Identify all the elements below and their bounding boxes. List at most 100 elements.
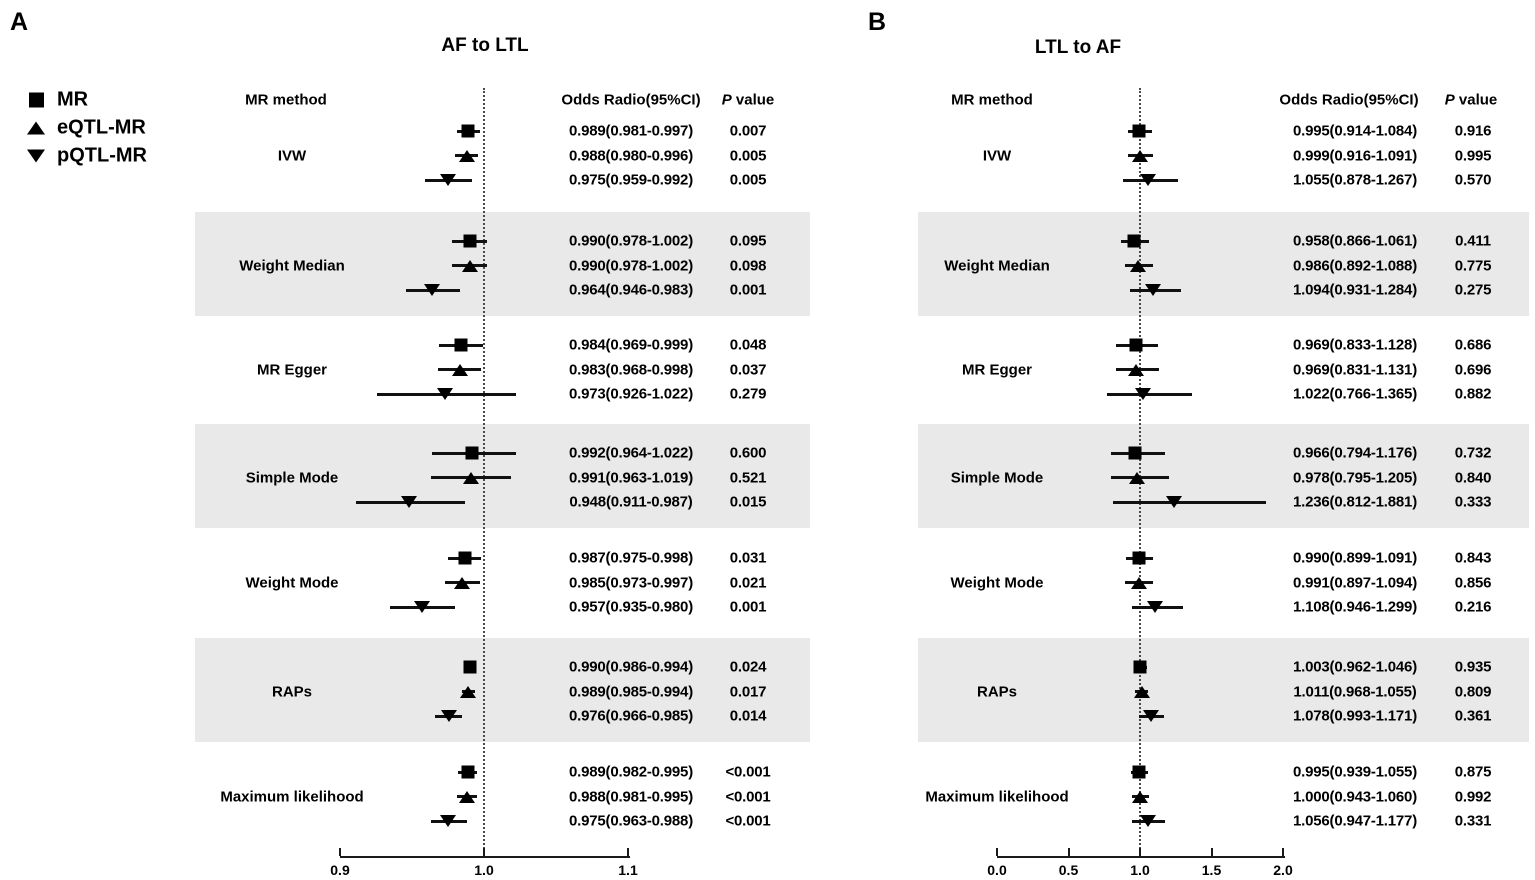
x-axis-line [997, 856, 1285, 858]
marker-square [1128, 446, 1142, 460]
p-value: 0.098 [729, 257, 767, 274]
p-value: 0.995 [1454, 147, 1492, 164]
p-value: 0.279 [729, 385, 767, 403]
shaded-band [195, 212, 810, 316]
p-value: 0.005 [729, 171, 767, 189]
or-value: 0.988(0.980-0.996) [569, 147, 693, 164]
or-value: 0.964(0.946-0.983) [569, 281, 693, 299]
marker-square [1127, 234, 1141, 248]
x-tick-label: 1.0 [1130, 862, 1150, 878]
or-value: 0.975(0.963-0.988) [569, 812, 693, 830]
or-value: 0.978(0.795-1.205) [1293, 469, 1417, 486]
or-value: 0.999(0.916-1.091) [1293, 147, 1417, 164]
or-value: 0.992(0.964-1.022) [569, 444, 693, 462]
p-value: 0.216 [1454, 598, 1492, 616]
triangle-down-marker-icon [26, 149, 46, 163]
marker-triangle-down [401, 496, 418, 508]
p-value: 0.015 [729, 493, 767, 511]
marker-triangle-down [440, 174, 456, 186]
p-value: 0.696 [1454, 361, 1492, 378]
x-axis-tick [1210, 848, 1213, 856]
legend-item-pqtl-mr: pQTL-MR [26, 145, 147, 168]
method-label: IVW [982, 147, 1012, 164]
method-label: Maximum likelihood [925, 788, 1069, 805]
p-value: 0.882 [1454, 385, 1492, 403]
marker-triangle-down [441, 710, 458, 722]
legend-label: pQTL-MR [57, 144, 147, 167]
or-value: 0.991(0.897-1.094) [1293, 574, 1417, 591]
p-value: 0.014 [729, 707, 767, 725]
or-value: 1.011(0.968-1.055) [1293, 683, 1417, 700]
shaded-band [918, 212, 1529, 316]
marker-square [1132, 765, 1146, 779]
marker-square [1132, 551, 1146, 565]
marker-triangle-down [1165, 496, 1182, 508]
or-value: 0.983(0.968-0.998) [569, 361, 693, 378]
legend-label: eQTL-MR [57, 116, 146, 139]
or-value: 1.056(0.947-1.177) [1293, 812, 1417, 830]
marker-square [458, 551, 472, 565]
marker-triangle-up [1133, 685, 1150, 698]
marker-triangle-down [1143, 710, 1160, 722]
marker-triangle-down [440, 815, 456, 827]
p-value: 0.021 [729, 574, 767, 591]
or-value: 0.975(0.959-0.992) [569, 171, 693, 189]
marker-triangle-up [460, 685, 477, 698]
x-axis-line [340, 856, 630, 858]
p-value: 0.875 [1454, 763, 1492, 781]
x-axis-tick [339, 848, 341, 856]
panel-a-letter: A [10, 8, 29, 36]
panel-b-letter: B [868, 8, 887, 36]
x-axis-tick [1139, 848, 1141, 856]
method-label: Maximum likelihood [220, 788, 364, 805]
or-value: 0.990(0.978-1.002) [569, 232, 693, 250]
p-value: 0.935 [1454, 658, 1492, 676]
p-value: 0.024 [729, 658, 767, 676]
method-label: MR Egger [961, 361, 1033, 378]
or-value: 0.973(0.926-1.022) [569, 385, 693, 403]
p-value: <0.001 [725, 812, 771, 830]
shaded-band [195, 638, 810, 742]
reference-line [483, 88, 485, 856]
legend-item-mr: MR [26, 89, 88, 112]
marker-square [461, 765, 475, 779]
or-value: 1.078(0.993-1.171) [1293, 707, 1417, 725]
method-label: MR Egger [256, 361, 328, 378]
marker-square [463, 234, 477, 248]
marker-triangle-up [461, 259, 478, 272]
marker-square [461, 124, 475, 138]
p-value: 0.017 [729, 683, 767, 700]
p-value: 0.775 [1454, 257, 1492, 274]
or-value: 0.958(0.866-1.061) [1293, 232, 1417, 250]
x-tick-label: 1.5 [1201, 862, 1222, 878]
p-value: 0.840 [1454, 469, 1492, 486]
marker-square [1129, 338, 1143, 352]
p-value: <0.001 [725, 763, 771, 781]
or-value: 0.988(0.981-0.995) [569, 788, 693, 805]
or-value: 1.108(0.946-1.299) [1293, 598, 1417, 616]
marker-triangle-up [1128, 471, 1145, 484]
method-label: Simple Mode [245, 469, 339, 486]
panel-a-pvalue-header: P value [721, 91, 775, 109]
panel-b-title: LTL to AF [1034, 37, 1122, 58]
p-value: 0.570 [1454, 171, 1492, 189]
p-value: 0.992 [1454, 788, 1492, 805]
or-value: 0.976(0.966-0.985) [569, 707, 693, 725]
p-value: 0.333 [1454, 493, 1492, 511]
or-value: 0.989(0.981-0.997) [569, 122, 693, 140]
p-value: 0.331 [1454, 812, 1492, 830]
marker-triangle-up [1132, 790, 1148, 803]
or-value: 0.995(0.914-1.084) [1293, 122, 1417, 140]
or-value: 0.995(0.939-1.055) [1293, 763, 1417, 781]
marker-triangle-down [414, 601, 431, 613]
marker-triangle-down [437, 388, 454, 400]
x-tick-label: 1.1 [618, 862, 638, 878]
shaded-band [918, 424, 1529, 528]
x-tick-label: 1.0 [474, 862, 494, 878]
marker-triangle-up [458, 790, 475, 803]
panel-b-or-header: Odds Radio(95%CI) [1279, 91, 1419, 109]
marker-triangle-up [451, 363, 468, 376]
x-axis-tick [627, 848, 629, 856]
p-value: 0.843 [1454, 549, 1492, 567]
